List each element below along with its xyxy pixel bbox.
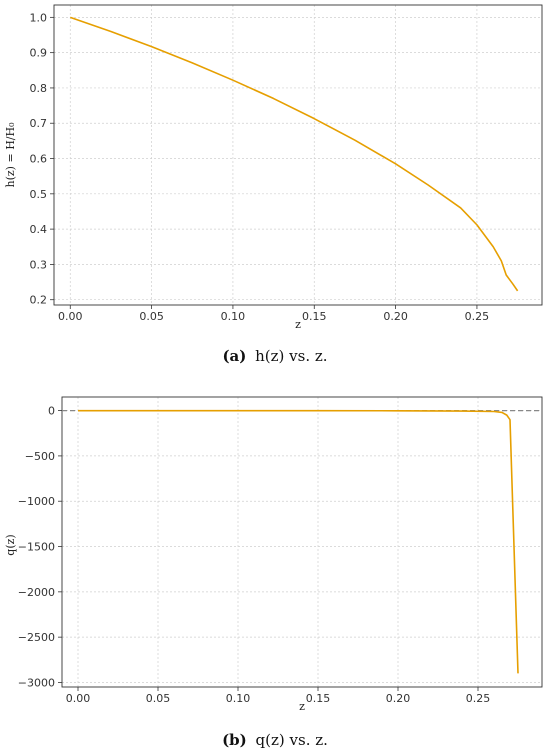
x-tick-label-b: 0.20 bbox=[386, 692, 411, 705]
y-axis-label-a: h(z) = H/H₀ bbox=[4, 122, 17, 188]
series-line-a bbox=[70, 16, 519, 292]
y-tick-label-a: 1.0 bbox=[30, 11, 48, 24]
x-tick-label-b: 0.10 bbox=[226, 692, 251, 705]
caption-a-text: h(z) vs. z. bbox=[255, 347, 327, 365]
x-axis-label-a: z bbox=[295, 318, 301, 331]
y-tick-label-b: 0 bbox=[48, 405, 55, 418]
y-tick-label-a: 0.7 bbox=[30, 117, 48, 130]
x-tick-label-a: 0.00 bbox=[58, 310, 83, 323]
x-tick-label-b: 0.05 bbox=[146, 692, 171, 705]
y-tick-label-b: −2000 bbox=[18, 586, 55, 599]
chart-b: 0.00 0.05 0.10 0.15 0.20 0.25 0 −500 −1000 −1500 −… bbox=[4, 396, 543, 749]
y-tick-label-b: −1000 bbox=[18, 495, 55, 508]
y-tick-label-a: 0.3 bbox=[30, 258, 48, 271]
caption-b: (b) q(z) vs. z. bbox=[222, 731, 328, 749]
series-line-b bbox=[77, 409, 519, 674]
caption-b-text: q(z) vs. z. bbox=[256, 731, 328, 749]
plot-frame-a bbox=[53, 4, 543, 306]
caption-a: (a) h(z) vs. z. bbox=[222, 347, 327, 365]
y-tick-label-a: 0.2 bbox=[30, 294, 48, 307]
plot-frame-b bbox=[61, 396, 543, 688]
y-tick-label-a: 0.6 bbox=[30, 153, 48, 166]
x-tick-label-a: 0.25 bbox=[465, 310, 490, 323]
caption-b-label: (b) bbox=[222, 731, 247, 749]
x-tick-label-a: 0.10 bbox=[221, 310, 246, 323]
y-tick-label-a: 0.5 bbox=[30, 188, 48, 201]
y-tick-label-b: −2500 bbox=[18, 631, 55, 644]
y-tick-label-b: −3000 bbox=[18, 676, 55, 689]
y-tick-label-a: 0.4 bbox=[30, 223, 48, 236]
x-tick-label-b: 0.25 bbox=[466, 692, 491, 705]
y-tick-label-b: −500 bbox=[25, 450, 55, 463]
y-axis-label-b: q(z) bbox=[4, 534, 17, 555]
x-tick-label-a: 0.20 bbox=[383, 310, 408, 323]
y-tick-label-a: 0.8 bbox=[30, 82, 48, 95]
chart-a: 0.00 0.05 0.10 0.15 0.20 0.25 0.2 0.3 0.4 0.5 0.6 0… bbox=[4, 4, 543, 365]
y-tick-label-b: −1500 bbox=[18, 541, 55, 554]
x-tick-label-a: 0.15 bbox=[302, 310, 327, 323]
y-tick-label-a: 0.9 bbox=[30, 47, 48, 60]
x-tick-label-b: 0.15 bbox=[306, 692, 331, 705]
x-tick-label-a: 0.05 bbox=[139, 310, 164, 323]
x-tick-label-b: 0.00 bbox=[66, 692, 91, 705]
x-axis-label-b: z bbox=[299, 700, 305, 713]
caption-a-label: (a) bbox=[222, 347, 246, 365]
